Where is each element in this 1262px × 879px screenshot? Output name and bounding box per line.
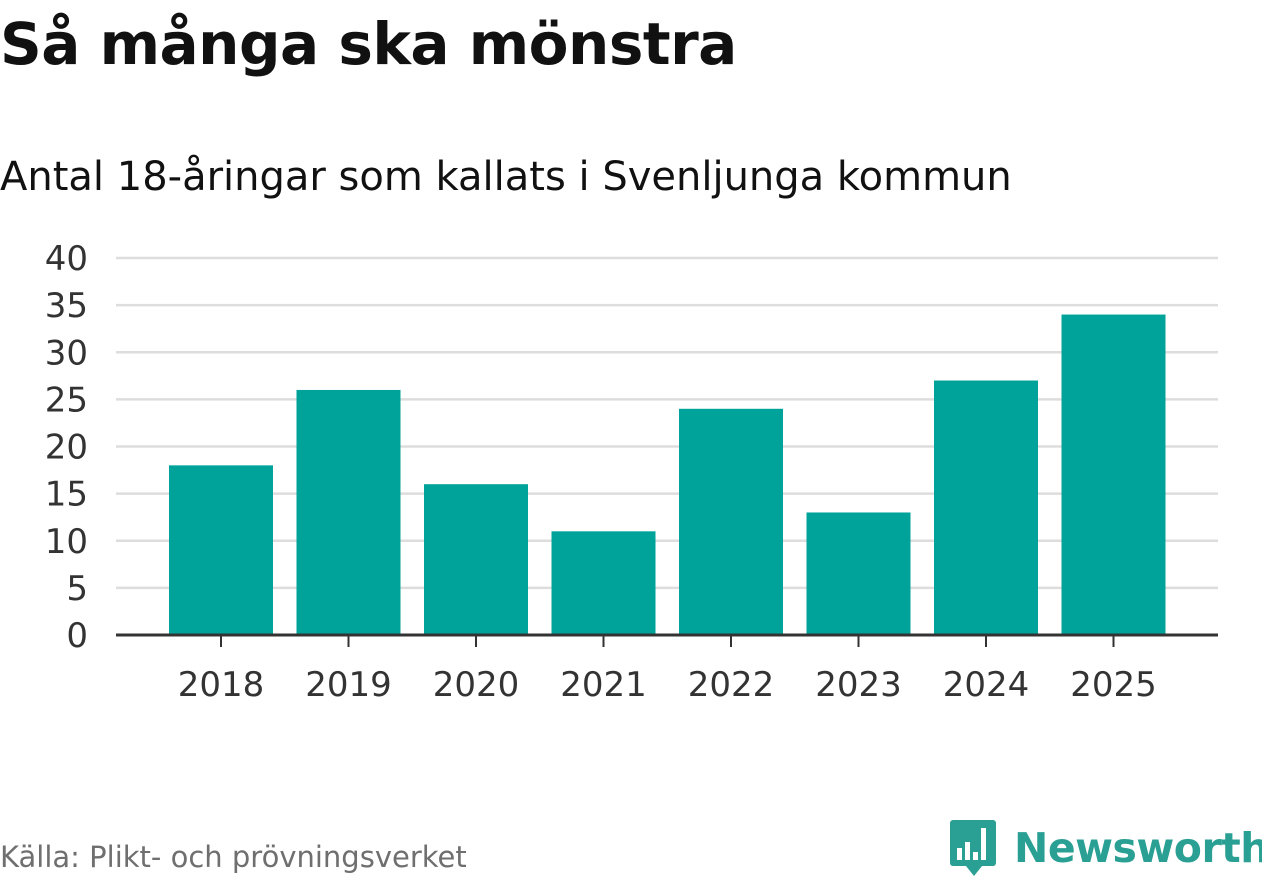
x-tick-label: 2020: [433, 665, 520, 705]
x-tick-label: 2022: [688, 665, 775, 705]
x-tick-label: 2024: [943, 665, 1030, 705]
x-tick-label: 2018: [178, 665, 265, 705]
x-tick-label: 2025: [1070, 665, 1157, 705]
y-tick-label: 25: [45, 380, 88, 420]
y-tick-label: 35: [45, 286, 88, 326]
bar-2019: [296, 389, 401, 635]
x-tick-label: 2021: [560, 665, 647, 705]
brand-logo: Newsworthy: [948, 818, 1262, 878]
newsworthy-logo-icon: [950, 820, 996, 876]
bar-2023: [806, 512, 911, 635]
bar-2020: [424, 484, 528, 635]
y-tick-label: 5: [66, 569, 88, 609]
bar-2022: [679, 408, 783, 635]
bar-2025: [1061, 314, 1166, 635]
x-tick-label: 2019: [305, 665, 392, 705]
bar-2024: [934, 380, 1038, 635]
y-tick-label: 10: [45, 522, 88, 562]
x-tick-label: 2023: [815, 665, 902, 705]
y-tick-label: 0: [66, 616, 88, 656]
y-tick-label: 20: [45, 428, 88, 468]
source-text: Källa: Plikt- och prövningsverket: [0, 840, 467, 874]
y-tick-label: 30: [45, 333, 88, 373]
chart-title: Så många ska mönstra: [0, 10, 737, 78]
y-tick-label: 15: [45, 475, 88, 515]
brand-name: Newsworthy: [1014, 824, 1262, 872]
bar-2018: [169, 465, 273, 635]
y-tick-label: 40: [45, 239, 88, 279]
bar-2021: [551, 531, 656, 635]
chart-subtitle: Antal 18-åringar som kallats i Svenljung…: [0, 154, 1012, 200]
